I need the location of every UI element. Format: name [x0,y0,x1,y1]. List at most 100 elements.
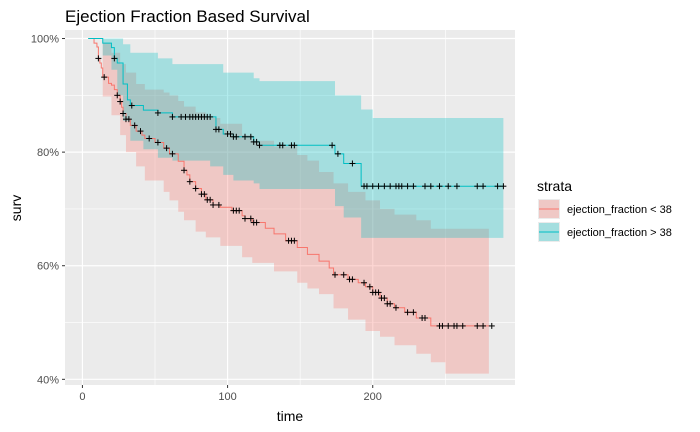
censor-mark [242,133,248,140]
censor-mark [427,183,434,190]
y-axis: 40% 60% 80% 100% [31,34,65,386]
grid-major [65,30,515,385]
censor-mark [114,92,121,99]
censor-mark [137,128,144,135]
x-tick-label: 200 [364,391,382,403]
censor-mark [101,74,108,81]
censor-mark [363,183,370,190]
censor-mark [154,139,161,146]
censor-mark [256,142,263,149]
legend-item: ejection_fraction < 38 [538,199,672,219]
censor-mark [233,133,240,140]
censor-mark [111,55,118,62]
censor-mark [410,309,417,316]
censor-marks [95,55,507,329]
censor-mark [404,309,411,316]
censor-mark [128,102,135,109]
censor-mark [500,183,507,190]
censor-mark [236,207,243,214]
censor-mark [332,271,338,278]
censor-mark [375,289,382,296]
censor-mark [398,183,405,190]
censor-mark [445,322,452,329]
censor-mark [334,150,341,157]
censor-mark [154,109,161,116]
censor-mark [227,130,234,137]
censor-mark [381,295,388,302]
censor-mark [422,314,428,321]
censor-mark [329,142,336,149]
censor-mark [387,300,394,307]
censor-mark [215,126,222,133]
censor-mark [375,183,382,190]
confidence-band-0 [88,38,489,374]
censor-mark [453,322,460,329]
censor-mark [291,237,298,244]
censor-mark [95,55,102,62]
x-axis-title: time [277,408,304,424]
confidence-band-1 [88,38,504,238]
censor-mark [210,201,217,208]
censor-mark [163,145,170,152]
censor-mark [387,183,394,190]
censor-mark [480,183,487,190]
censor-mark [120,110,127,117]
censor-mark [474,183,481,190]
censor-mark [146,135,153,142]
censor-mark [494,183,501,190]
censor-mark [125,116,132,123]
grid-minor [65,30,515,385]
censor-mark [279,142,286,149]
censor-mark [207,113,214,120]
censor-mark [349,276,356,283]
censor-mark [392,304,399,311]
censor-mark [253,219,260,226]
censor-mark [436,183,443,190]
censor-mark [445,183,452,190]
censor-mark [369,183,376,190]
legend-item: ejection_fraction > 38 [538,222,672,242]
censor-mark [215,201,222,208]
censor-mark [117,98,124,105]
y-tick-label: 100% [31,34,59,46]
censor-mark [453,183,460,190]
censor-mark [349,160,356,167]
censor-mark [474,322,481,329]
censor-mark [488,322,495,329]
censor-mark [253,138,260,145]
censor-mark [340,271,347,278]
censor-mark [291,142,298,149]
censor-mark [422,183,428,190]
censor-mark [186,178,193,185]
confidence-bands [88,38,504,374]
y-axis-title: surv [8,195,24,221]
censor-mark [242,215,248,222]
censor-mark [247,133,254,140]
censor-mark [207,196,214,203]
censor-mark [169,113,176,120]
chart-title: Ejection Fraction Based Survival [65,7,310,26]
censor-mark [381,183,388,190]
y-tick-label: 80% [37,147,59,159]
x-tick-label: 0 [79,391,85,403]
y-tick-label: 60% [37,261,59,273]
censor-mark [459,322,466,329]
x-tick-label: 100 [218,391,236,403]
legend-label: ejection_fraction > 38 [567,227,672,239]
censor-mark [201,191,208,198]
censor-mark [410,183,417,190]
censor-mark [480,322,487,329]
censor-mark [192,185,199,192]
legend: strata ejection_fraction < 38 ejection_fr… [537,178,672,242]
censor-mark [131,122,138,129]
censor-mark [169,150,176,157]
censor-mark [181,167,188,174]
censor-mark [404,183,411,190]
censor-mark [247,215,254,222]
legend-label: ejection_fraction < 38 [567,204,672,216]
censor-mark [366,283,373,290]
legend-title: strata [537,178,572,194]
y-tick-label: 40% [37,374,59,386]
censor-mark [439,322,446,329]
